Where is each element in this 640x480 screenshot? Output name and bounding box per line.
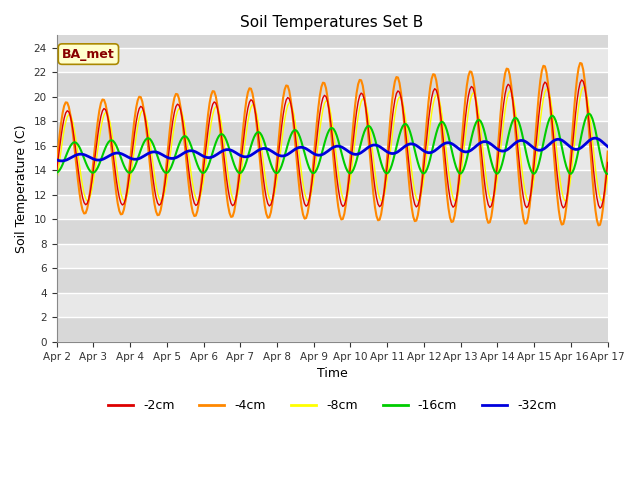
Bar bbox=[56, 244, 608, 268]
Bar bbox=[56, 219, 608, 244]
Bar bbox=[56, 170, 608, 195]
Bar bbox=[56, 72, 608, 96]
Bar bbox=[56, 293, 608, 317]
Bar bbox=[56, 146, 608, 170]
X-axis label: Time: Time bbox=[317, 367, 348, 380]
Text: BA_met: BA_met bbox=[62, 48, 115, 60]
Bar bbox=[56, 195, 608, 219]
Bar bbox=[56, 48, 608, 72]
Y-axis label: Soil Temperature (C): Soil Temperature (C) bbox=[15, 124, 28, 253]
Title: Soil Temperatures Set B: Soil Temperatures Set B bbox=[241, 15, 424, 30]
Bar bbox=[56, 96, 608, 121]
Legend: -2cm, -4cm, -8cm, -16cm, -32cm: -2cm, -4cm, -8cm, -16cm, -32cm bbox=[103, 394, 561, 417]
Bar bbox=[56, 317, 608, 342]
Bar bbox=[56, 268, 608, 293]
Bar bbox=[56, 121, 608, 146]
